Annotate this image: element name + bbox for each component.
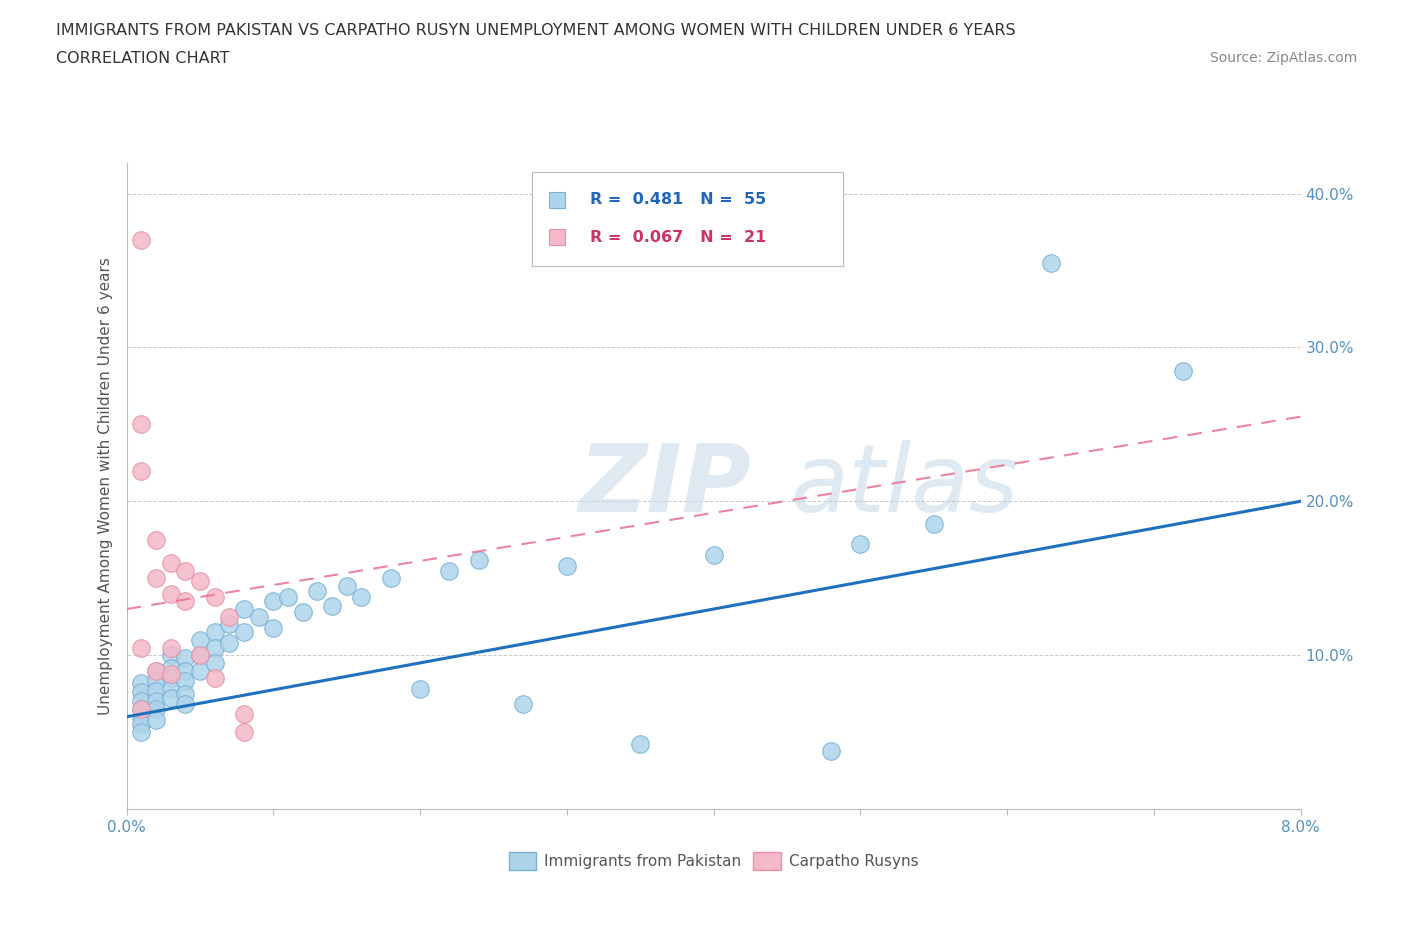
Text: IMMIGRANTS FROM PAKISTAN VS CARPATHO RUSYN UNEMPLOYMENT AMONG WOMEN WITH CHILDRE: IMMIGRANTS FROM PAKISTAN VS CARPATHO RUS… [56,23,1017,38]
Point [439,564,461,578]
Point [159,586,181,601]
Point [174,697,197,711]
Point [218,635,240,650]
Point [188,648,211,663]
Point [336,578,359,593]
Point [204,625,226,640]
Text: CORRELATION CHART: CORRELATION CHART [56,51,229,66]
Point [145,712,167,727]
Point [145,571,167,586]
FancyBboxPatch shape [531,172,842,266]
Point [218,609,240,624]
Point [159,666,181,681]
Point [159,555,181,570]
Point [1171,363,1194,378]
Point [188,632,211,647]
Point [145,532,167,547]
Point [174,651,197,666]
Point [174,663,197,678]
Point [174,564,197,578]
Point [555,559,578,574]
Text: ZIP: ZIP [578,440,751,532]
Point [277,590,299,604]
Point [145,684,167,698]
Point [129,463,152,478]
Text: R =  0.481   N =  55: R = 0.481 N = 55 [591,193,766,207]
Point [512,697,534,711]
Point [129,701,152,716]
Point [204,671,226,685]
Point [321,599,343,614]
Point [159,660,181,675]
Point [350,590,373,604]
Point [218,617,240,631]
Point [1040,256,1063,271]
Point [129,684,152,699]
Point [188,663,211,678]
Point [628,737,651,751]
Text: Source: ZipAtlas.com: Source: ZipAtlas.com [1209,51,1357,65]
Legend: Immigrants from Pakistan, Carpatho Rusyns: Immigrants from Pakistan, Carpatho Rusyn… [503,846,924,876]
Point [145,663,167,678]
Point [922,517,945,532]
Point [159,682,181,697]
Y-axis label: Unemployment Among Women with Children Under 6 years: Unemployment Among Women with Children U… [98,257,114,715]
Point [204,640,226,655]
Text: atlas: atlas [790,441,1018,531]
Point [129,694,152,709]
Point [380,571,402,586]
Point [145,674,167,689]
Point [174,686,197,701]
Point [174,594,197,609]
Point [262,620,284,635]
Point [145,663,167,678]
Point [468,552,491,567]
Point [232,724,256,739]
Point [232,625,256,640]
Point [129,640,152,655]
Point [188,574,211,589]
Point [159,691,181,706]
Point [291,604,314,619]
Point [849,537,872,551]
Point [145,694,167,709]
Point [307,583,329,598]
Point [129,675,152,690]
Point [129,232,152,247]
Point [232,706,256,721]
Point [188,648,211,663]
Point [204,590,226,604]
Point [129,724,152,739]
Point [409,682,432,697]
Text: R =  0.067   N =  21: R = 0.067 N = 21 [591,230,766,245]
Point [247,609,270,624]
Point [159,671,181,685]
Point [820,743,842,758]
Point [702,548,725,563]
Point [232,602,256,617]
Point [159,648,181,663]
Point [129,701,152,716]
Point [129,710,152,724]
Point [174,674,197,689]
Point [129,417,152,432]
Point [145,701,167,716]
Point [262,594,284,609]
Point [204,656,226,671]
Point [129,717,152,732]
Point [159,640,181,655]
